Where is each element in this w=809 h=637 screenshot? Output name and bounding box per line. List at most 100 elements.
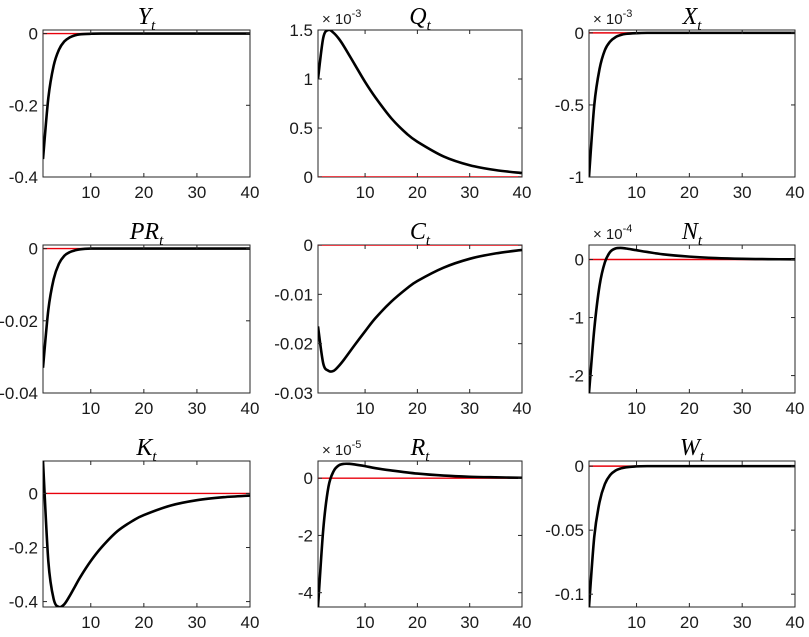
panel-title: Rt [410, 435, 431, 465]
y-tick-label: -1 [569, 309, 584, 328]
x-tick-label: 40 [513, 183, 532, 202]
y-tick-label: -0.5 [555, 96, 584, 115]
exponent-label: × 10-3 [322, 8, 361, 28]
x-tick-label: 30 [187, 183, 206, 202]
x-tick-label: 10 [81, 183, 100, 202]
y-tick-label: 0 [575, 457, 584, 476]
plot-frame [42, 29, 251, 178]
response-line [318, 248, 522, 373]
y-tick-label: -0.02 [0, 312, 38, 331]
panel-title: Ct [410, 219, 431, 249]
response-line [318, 30, 522, 175]
x-tick-label: 10 [81, 613, 100, 632]
y-tick-label: 0.5 [289, 119, 313, 138]
y-tick-label: -0.01 [274, 285, 313, 304]
y-tick-label: -0.2 [9, 539, 38, 558]
response-line [589, 464, 795, 607]
x-tick-label: 20 [134, 399, 153, 418]
y-tick-label: 0 [29, 25, 38, 44]
x-tick-label: 30 [187, 399, 206, 418]
y-tick-label: -0.2 [9, 96, 38, 115]
y-tick-label: -0.4 [9, 593, 38, 612]
y-tick-label: 0 [304, 236, 313, 255]
y-tick-label: 1 [304, 70, 313, 89]
y-tick-label: -2 [569, 367, 584, 386]
x-tick-label: 40 [786, 399, 805, 418]
y-tick-label: 0 [304, 469, 313, 488]
x-tick-label: 40 [241, 183, 260, 202]
y-tick-label: 0 [575, 251, 584, 270]
x-tick-label: 30 [733, 183, 752, 202]
x-tick-label: 20 [134, 613, 153, 632]
y-tick-label: -2 [298, 526, 313, 545]
x-tick-label: 40 [786, 613, 805, 632]
y-tick-label: -0.03 [274, 384, 313, 403]
x-tick-label: 20 [408, 183, 427, 202]
x-tick-label: 10 [356, 183, 375, 202]
panel-title: Nt [681, 219, 703, 249]
plot-frame [317, 244, 523, 394]
plot-frame [588, 244, 796, 394]
x-tick-label: 10 [627, 399, 646, 418]
response-line [43, 461, 250, 607]
panel-x: 10 20 30 40 -1 -0.5 0 × 10-3 Xt [555, 4, 805, 202]
y-tick-label: 0 [304, 168, 313, 187]
panel-title: Yt [138, 4, 156, 34]
y-tick-label: -0.4 [9, 168, 38, 187]
x-tick-label: 30 [460, 183, 479, 202]
y-tick-label: -0.05 [545, 521, 584, 540]
panel-title: PRt [129, 219, 164, 249]
x-tick-label: 20 [680, 183, 699, 202]
y-tick-label: -1 [569, 168, 584, 187]
exponent-label: × 10-5 [322, 439, 361, 459]
y-tick-label: -0.02 [274, 335, 313, 354]
plot-frame [42, 244, 251, 394]
x-tick-label: 20 [680, 399, 699, 418]
plot-frame [588, 460, 796, 608]
x-tick-label: 10 [627, 613, 646, 632]
panel-title: Xt [682, 4, 703, 34]
x-tick-label: 20 [408, 613, 427, 632]
panel-k: 10 20 30 40 -0.4 -0.2 0 Kt [9, 435, 260, 632]
panel-q: 10 20 30 40 0 0.5 1 1.5 × 10-3 Qt [289, 4, 531, 202]
panel-title: Qt [409, 4, 431, 34]
x-tick-label: 10 [356, 399, 375, 418]
y-tick-label: -4 [298, 584, 313, 603]
exponent-label: × 10-3 [593, 8, 632, 28]
x-tick-label: 20 [408, 399, 427, 418]
plot-frame [42, 460, 251, 608]
plot-frame [317, 460, 523, 608]
x-tick-label: 10 [356, 613, 375, 632]
y-tick-label: -0.04 [0, 384, 38, 403]
x-tick-label: 10 [81, 399, 100, 418]
panel-n: 10 20 30 40 -2 -1 0 × 10-4 Nt [569, 219, 805, 418]
response-line [318, 462, 522, 607]
x-tick-label: 30 [733, 613, 752, 632]
exponent-label: × 10-4 [593, 223, 632, 243]
x-tick-label: 30 [733, 399, 752, 418]
x-tick-label: 40 [241, 399, 260, 418]
panel-w: 10 20 30 40 -0.1 -0.05 0 Wt [545, 435, 804, 632]
panel-y: 10 20 30 40 -0.4 -0.2 0 Yt [9, 4, 260, 202]
panel-c: 10 20 30 40 -0.03 -0.02 -0.01 0 Ct [274, 219, 531, 418]
plot-frame [588, 29, 796, 178]
x-tick-label: 40 [513, 613, 532, 632]
y-tick-label: 1.5 [289, 21, 313, 40]
y-tick-label: 0 [29, 240, 38, 259]
x-tick-label: 20 [134, 183, 153, 202]
x-tick-label: 30 [460, 399, 479, 418]
panel-title: Kt [135, 435, 157, 465]
response-line [43, 32, 250, 160]
x-tick-label: 10 [627, 183, 646, 202]
x-tick-label: 40 [241, 613, 260, 632]
y-tick-label: 0 [29, 484, 38, 503]
y-tick-label: -0.1 [555, 585, 584, 604]
x-tick-label: 20 [680, 613, 699, 632]
y-tick-label: 0 [575, 24, 584, 43]
x-tick-label: 30 [187, 613, 206, 632]
plot-frame [317, 29, 523, 178]
panel-title: Wt [680, 435, 705, 465]
response-line [589, 31, 795, 177]
response-line [43, 247, 250, 368]
panel-r: 10 20 30 40 -4 -2 0 × 10-5 Rt [298, 435, 532, 632]
